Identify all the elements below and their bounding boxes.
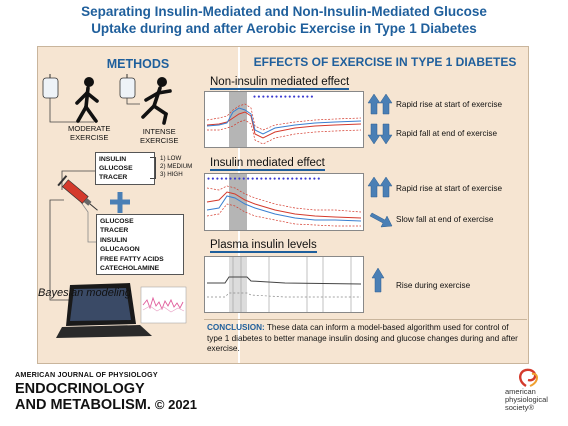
aps-logo-icon	[519, 368, 538, 388]
measurement-item: GLUCOSE	[100, 218, 134, 225]
plasma-title: Plasma insulin levels	[210, 239, 317, 253]
effects-heading: EFFECTS OF EXERCISE IN TYPE 1 DIABETES	[253, 55, 517, 69]
iv-bag-moderate-icon	[42, 74, 59, 99]
iv-bag-intense-icon	[119, 74, 140, 105]
walker-icon	[75, 77, 99, 123]
dose-level: 3) HIGH	[160, 171, 183, 179]
bayesian-plot-thumbnail	[140, 286, 187, 324]
journal-name: AND METABOLISM.	[15, 397, 151, 413]
journal-footer: AMERICAN JOURNAL OF PHYSIOLOGY ENDOCRINO…	[15, 370, 197, 413]
conclusion-text: CONCLUSION: These data can inform a mode…	[207, 323, 525, 355]
non-insulin-plot: ● ● ● ● ● ● ● ● ● ● ● ● ● ●	[204, 91, 364, 148]
non-insulin-chart: ● ● ● ● ● ● ● ● ● ● ● ● ● ●	[206, 92, 362, 147]
journal-line-1: AMERICAN JOURNAL OF PHYSIOLOGY	[15, 370, 158, 379]
society-name: american physiological society®	[505, 388, 548, 412]
infusion-item: GLUCOSE	[99, 165, 133, 172]
runner-icon	[141, 77, 172, 125]
marker-row-insulin: ● ● ● ● ● ● ● ● ● ● ● ● ● ● ● ● ● ● ● ● …	[207, 176, 320, 182]
conclusion-label: CONCLUSION:	[207, 323, 265, 332]
infusion-item: TRACER	[99, 174, 128, 181]
copyright: © 2021	[154, 397, 198, 412]
laptop-icon	[56, 283, 152, 338]
moderate-exercise-label: MODERATE EXERCISE	[68, 124, 111, 142]
syringe-icon	[57, 175, 98, 211]
title-line-2: Uptake during and after Aerobic Exercise…	[91, 21, 477, 36]
journal-line-2: ENDOCRINOLOGY	[15, 381, 145, 397]
insulin-rise-text: Rapid rise at start of exercise	[396, 184, 503, 193]
plasma-gridlines	[232, 257, 352, 312]
plasma-rise-text: Rise during exercise	[396, 281, 471, 290]
measurement-item: CATECHOLAMINE	[100, 265, 160, 273]
dose-levels: 1) LOW 2) MEDIUM 3) HIGH	[160, 155, 192, 180]
level-bracket	[150, 157, 156, 179]
infusion-box: INSULIN GLUCOSE TRACER	[95, 152, 155, 185]
intense-exercise-label: INTENSE EXERCISE	[140, 127, 179, 145]
conclusion-body: These data can inform a model-based algo…	[207, 323, 518, 353]
page-title: Separating Insulin-Mediated and Non-Insu…	[20, 3, 548, 37]
measurement-item: GLUCAGON	[100, 246, 140, 254]
society-line: society®	[505, 403, 534, 412]
insulin-fall-text: Slow fall at end of exercise	[396, 215, 494, 224]
infusion-item: INSULIN	[99, 156, 127, 163]
dose-level: 1) LOW	[160, 155, 182, 162]
measurement-item: TRACER	[100, 227, 129, 235]
measurement-item: FREE FATTY ACIDS	[100, 255, 164, 263]
plasma-plot	[204, 256, 364, 313]
svg-text:● ● ● ● ● ● ● ● ● ● ● ● ● ●: ● ● ● ● ● ● ● ● ● ● ● ● ● ●	[253, 94, 313, 100]
measurements-box: GLUCOSE TRACER INSULIN GLUCAGON FREE FAT…	[96, 214, 184, 275]
journal-line-3: AND METABOLISM. © 2021	[15, 397, 197, 413]
non-insulin-rise-text: Rapid rise at start of exercise	[396, 100, 503, 109]
non-insulin-fall-text: Rapid fall at end of exercise	[396, 129, 498, 138]
society-line: physiological	[505, 395, 548, 404]
svg-text:● ● ● ● ● ● ● ● ● ● ● ● ● ● ●: ● ● ● ● ● ● ● ● ● ● ● ● ● ● ● ● ● ● ● ● …	[207, 176, 320, 182]
plus-icon	[110, 192, 130, 213]
insulin-chart: ● ● ● ● ● ● ● ● ● ● ● ● ● ● ● ● ● ● ● ● …	[206, 174, 362, 230]
methods-heading: METHODS	[106, 57, 170, 71]
title-line-1: Separating Insulin-Mediated and Non-Insu…	[81, 4, 487, 19]
insulin-title: Insulin mediated effect	[210, 157, 325, 171]
plasma-chart	[207, 257, 362, 312]
non-insulin-title: Non-insulin mediated effect	[210, 76, 350, 90]
bayesian-modeling-label: Bayesian modeling	[38, 287, 131, 299]
society-line: american	[505, 387, 536, 396]
insulin-plot: ● ● ● ● ● ● ● ● ● ● ● ● ● ● ● ● ● ● ● ● …	[204, 173, 364, 231]
dose-level: 2) MEDIUM	[160, 163, 193, 171]
measurement-item: INSULIN	[100, 236, 128, 244]
conclusion-rule	[204, 319, 527, 320]
marker-row: ● ● ● ● ● ● ● ● ● ● ● ● ● ●	[253, 94, 313, 100]
